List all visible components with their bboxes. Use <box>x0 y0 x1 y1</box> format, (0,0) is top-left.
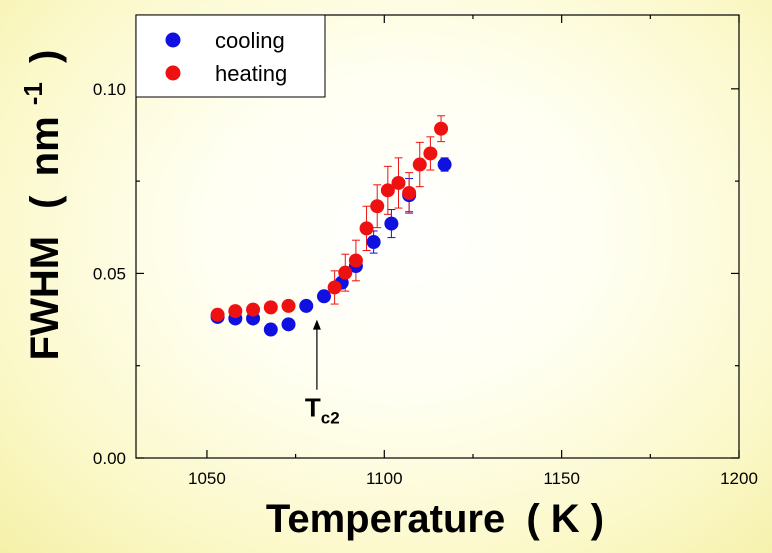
tc2-label: Tc2 <box>305 393 340 428</box>
y-axis-title: FWHM ( nm -1 ) <box>7 50 67 361</box>
x-axis-label: Temperature <box>266 497 505 541</box>
data-point-cooling <box>316 289 331 304</box>
x-axis-unit: ( K ) <box>526 497 604 541</box>
legend: cooling heating <box>135 14 326 98</box>
data-point-heating <box>281 298 296 313</box>
data-point-heating <box>434 121 449 136</box>
tick-label-layer: 1050 1100 1150 1200 0.00 0.05 0.10 <box>93 80 758 488</box>
legend-marker-heating <box>165 65 181 81</box>
data-point-heating <box>370 199 385 214</box>
legend-label-cooling: cooling <box>215 28 285 53</box>
data-point-heating <box>228 304 243 319</box>
y-axis-unit: nm <box>23 116 67 176</box>
data-point-heating <box>348 253 363 268</box>
data-point-heating <box>402 185 417 200</box>
data-point-heating <box>338 265 353 280</box>
legend-marker-cooling <box>165 32 181 48</box>
data-point-heating <box>391 175 406 190</box>
data-point-heating <box>246 302 261 317</box>
data-point-heating <box>263 300 278 315</box>
y-axis-unit-open: ( <box>23 195 67 209</box>
data-point-cooling <box>299 298 314 313</box>
x-axis-title: Temperature ( K ) <box>266 497 604 541</box>
data-point-cooling <box>281 317 296 332</box>
plot-frame <box>135 14 740 459</box>
data-point-heating <box>359 221 374 236</box>
tc2-arrow-head <box>312 319 321 330</box>
x-tick-label: 1100 <box>366 469 403 488</box>
tc2-label-sub: c2 <box>321 409 340 428</box>
data-point-layer <box>210 121 452 337</box>
y-tick-label: 0.10 <box>93 80 126 99</box>
y-axis-label: FWHM <box>23 236 67 360</box>
data-point-heating <box>327 280 342 295</box>
y-tick-label: 0.00 <box>93 449 126 468</box>
y-tick-label: 0.05 <box>93 264 126 283</box>
tc2-label-main: T <box>305 393 321 423</box>
data-point-cooling <box>366 235 381 250</box>
y-axis-unit-sup: -1 <box>18 82 48 105</box>
data-point-cooling <box>263 322 278 337</box>
y-axis-unit-close: ) <box>23 50 67 63</box>
x-tick-label: 1050 <box>188 469 226 488</box>
legend-label-heating: heating <box>215 61 287 86</box>
data-point-cooling <box>437 157 452 172</box>
legend-box <box>135 14 326 98</box>
x-tick-label: 1150 <box>543 469 580 488</box>
data-point-cooling <box>384 216 399 231</box>
data-point-heating <box>210 307 225 322</box>
x-tick-label: 1200 <box>720 469 758 488</box>
data-point-heating <box>423 146 438 161</box>
tc2-annotation: Tc2 <box>305 319 340 428</box>
data-point-heating <box>412 157 427 172</box>
data-point-heating <box>380 183 395 198</box>
